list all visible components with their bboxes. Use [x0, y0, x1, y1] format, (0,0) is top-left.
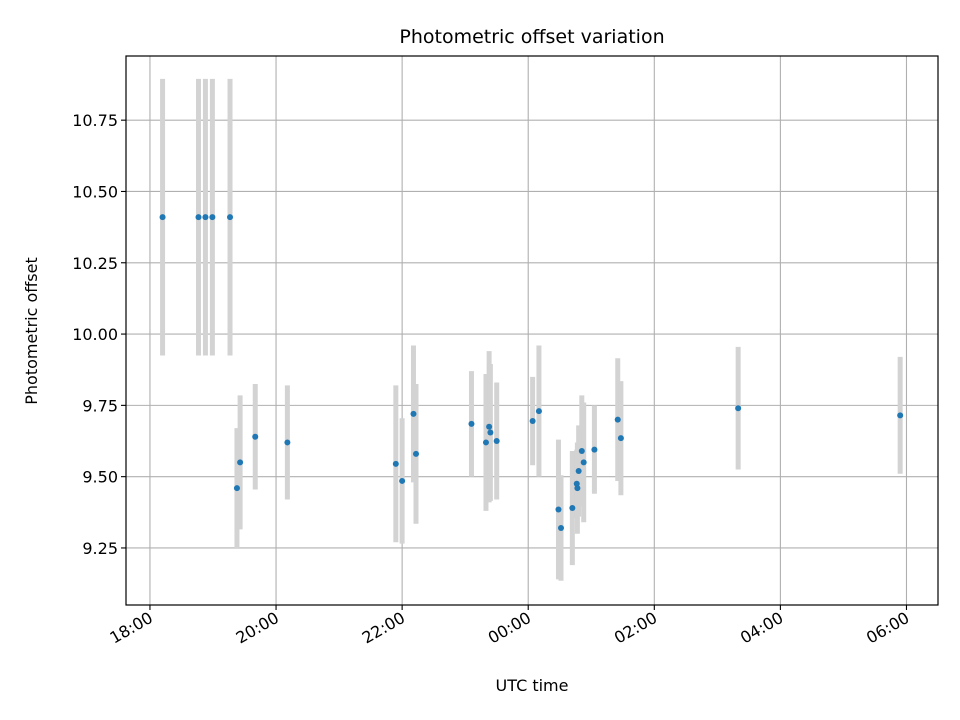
- data-point: [558, 524, 564, 531]
- data-point: [535, 408, 542, 415]
- data-point: [574, 485, 581, 492]
- y-tick-label: 9.25: [82, 539, 118, 558]
- data-point: [569, 505, 576, 512]
- data-point: [614, 416, 621, 423]
- chart-title: Photometric offset variation: [399, 26, 664, 48]
- y-tick-label: 10.25: [72, 254, 118, 273]
- y-tick-label: 10.00: [72, 325, 118, 344]
- data-point: [468, 420, 475, 427]
- y-tick-label: 9.50: [82, 468, 118, 487]
- data-point: [487, 429, 494, 436]
- plot-frame: [125, 55, 939, 606]
- data-point: [399, 477, 406, 484]
- data-point: [529, 418, 536, 425]
- data-point: [252, 433, 259, 440]
- data-point: [233, 485, 240, 492]
- y-tick-label: 10.75: [72, 111, 118, 130]
- data-point: [578, 447, 585, 454]
- data-point: [493, 438, 500, 445]
- data-point: [227, 214, 234, 221]
- data-point: [617, 435, 624, 442]
- data-point: [202, 214, 209, 221]
- y-tick-label: 9.75: [82, 396, 118, 415]
- y-axis-label: Photometric offset: [22, 257, 41, 405]
- data-point: [735, 405, 742, 412]
- data-point: [482, 439, 489, 446]
- y-tick-label: 10.50: [72, 182, 118, 201]
- data-point: [486, 423, 493, 430]
- data-point: [237, 459, 244, 466]
- data-point: [575, 467, 582, 474]
- y-axis-ticks: 9.25 9.50 9.75 10.00 10.25 10.50 10.75: [72, 111, 126, 558]
- x-axis-label: UTC time: [496, 676, 569, 695]
- data-points: [159, 214, 904, 531]
- data-point: [209, 214, 216, 221]
- data-point: [392, 460, 399, 467]
- data-point: [284, 439, 291, 446]
- data-point: [195, 214, 202, 221]
- data-point: [555, 506, 562, 513]
- data-point: [897, 412, 904, 419]
- data-point: [591, 446, 598, 453]
- data-point: [410, 410, 417, 417]
- data-point: [159, 214, 166, 221]
- data-point: [413, 450, 419, 457]
- data-point: [580, 459, 587, 466]
